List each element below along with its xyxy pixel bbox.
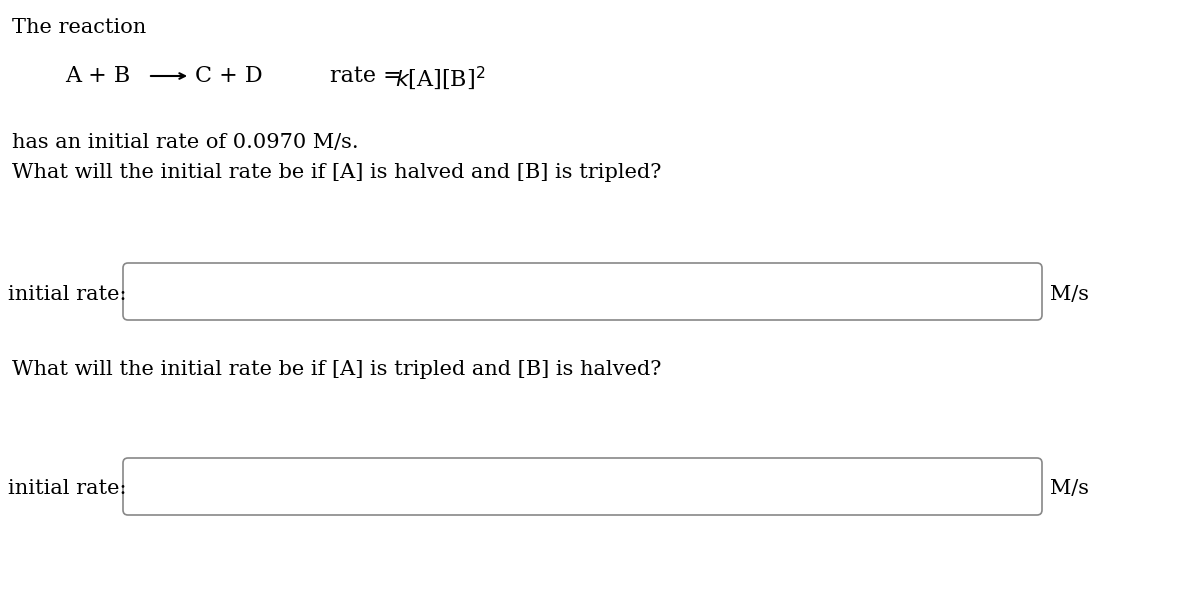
Text: has an initial rate of 0.0970 M/s.: has an initial rate of 0.0970 M/s. bbox=[12, 133, 359, 152]
Text: $k$[A][B]$^{2}$: $k$[A][B]$^{2}$ bbox=[395, 65, 486, 92]
Text: C + D: C + D bbox=[194, 65, 263, 87]
Text: M/s: M/s bbox=[1050, 480, 1090, 498]
FancyBboxPatch shape bbox=[124, 263, 1042, 320]
Text: initial rate:: initial rate: bbox=[8, 284, 126, 303]
Text: initial rate:: initial rate: bbox=[8, 480, 126, 498]
Text: rate =: rate = bbox=[330, 65, 409, 87]
Text: The reaction: The reaction bbox=[12, 18, 146, 37]
Text: M/s: M/s bbox=[1050, 284, 1090, 303]
Text: What will the initial rate be if [A] is halved and [B] is tripled?: What will the initial rate be if [A] is … bbox=[12, 163, 661, 182]
FancyBboxPatch shape bbox=[124, 458, 1042, 515]
Text: What will the initial rate be if [A] is tripled and [B] is halved?: What will the initial rate be if [A] is … bbox=[12, 360, 661, 379]
Text: A + B: A + B bbox=[65, 65, 131, 87]
